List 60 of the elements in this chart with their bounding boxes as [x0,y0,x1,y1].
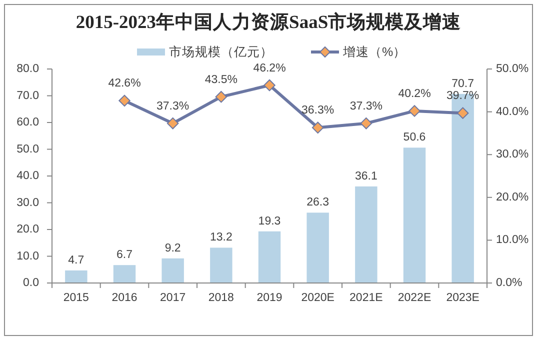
x-tick-label: 2018 [208,292,234,304]
x-tick-label: 2020E [301,292,335,304]
data-label: 4.7 [68,254,84,266]
y-tick-label: 80.0 [16,63,39,75]
point [312,122,324,134]
data-label: 40.2% [398,88,431,100]
data-label: 37.3% [156,100,190,112]
data-label: 13.2 [210,232,232,244]
legend-label: 市场规模（亿元） [169,45,273,59]
bar [306,212,329,283]
point [118,94,130,107]
x-tick-label: 2019 [256,292,282,304]
bar [258,231,281,283]
data-label: 6.7 [116,249,132,262]
bar [403,148,426,283]
point [360,117,372,130]
data-label: 42.6% [108,78,141,90]
data-label: 37.3% [350,100,382,112]
y-tick-label: 20.0 [16,224,39,236]
point [408,105,420,117]
point [166,117,179,130]
data-label: 50.6 [403,132,426,144]
legend-label: 增速（%） [342,45,406,59]
data-label: 26.3 [306,196,330,209]
bar [355,186,378,283]
data-label: 19.3 [258,215,281,228]
y-tick-label: 70.0 [16,90,39,102]
y-tick-label: 0.0 [23,277,39,289]
data-label: 46.2% [253,62,286,74]
y-tick-label: 30.0 [16,196,39,209]
x-tick-label: 2017 [160,292,186,304]
data-label: 36.3% [302,104,334,117]
y2-tick-label: 20.0% [496,191,529,204]
data-label: 36.1 [354,170,378,182]
chart-title: 2015-2023年中国人力资源SaaS市场规模及增速 [76,11,462,33]
data-label: 39.7% [446,90,480,102]
point [456,107,469,119]
y2-tick-label: 30.0% [496,148,529,161]
y-tick-label: 50.0 [16,143,39,156]
y2-tick-label: 50.0% [496,63,529,75]
point [264,79,276,92]
x-tick-label: 2022E [398,292,432,304]
data-label: 43.5% [204,74,238,86]
y-tick-label: 60.0 [16,116,39,128]
y2-tick-label: 10.0% [496,234,529,246]
bar [113,265,136,283]
x-tick-label: 2021E [350,292,384,304]
y-tick-label: 10.0 [16,250,39,262]
y-tick-label: 40.0 [16,170,39,182]
y2-tick-label: 40.0% [496,106,529,118]
x-tick-label: 2016 [112,292,138,304]
bar [65,270,88,283]
data-label: 9.2 [164,242,181,254]
point [215,90,228,103]
bar [162,258,184,283]
data-label: 70.7 [452,78,474,90]
bar [210,248,232,283]
x-tick-label: 2023E [446,292,480,304]
x-tick-label: 2015 [63,292,89,304]
y2-tick-label: 0.0% [496,277,522,289]
